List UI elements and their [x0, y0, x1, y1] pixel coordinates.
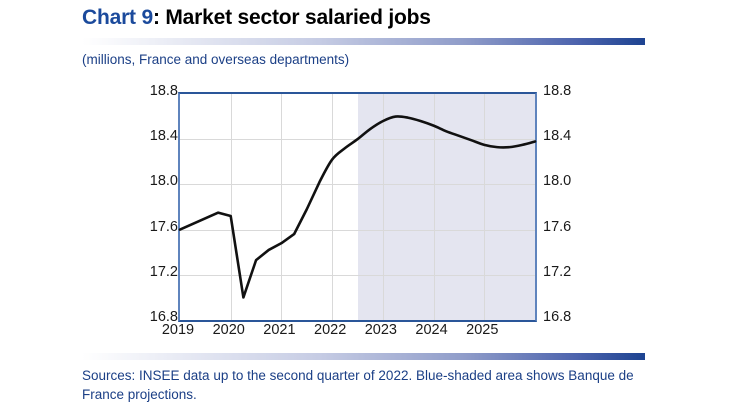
gridline-vertical	[484, 94, 486, 320]
x-axis-tick-label: 2022	[314, 322, 347, 338]
gridline-vertical	[230, 94, 232, 320]
y-axis-tick-label-right: 18.4	[543, 128, 572, 145]
chart-title-text: : Market sector salaried jobs	[152, 6, 431, 29]
plot-area	[178, 92, 537, 322]
gridline-horizontal	[180, 274, 535, 276]
chart-subtitle: (millions, France and overseas departmen…	[82, 52, 350, 67]
x-axis-tick-label: 2024	[415, 322, 448, 338]
x-axis-tick-label: 2025	[466, 322, 499, 338]
y-axis-tick-label-left: 18.4	[149, 128, 178, 145]
source-note: Sources: INSEE data up to the second qua…	[82, 368, 634, 402]
gridline-vertical	[332, 94, 334, 320]
y-axis-tick-label-left: 16.8	[149, 309, 178, 325]
x-axis-tick-label: 2023	[364, 322, 397, 338]
page-title: Chart 9: Market sector salaried jobs	[82, 6, 682, 36]
y-axis-tick-label-left: 18.0	[149, 173, 178, 190]
gridline-horizontal	[180, 184, 535, 186]
gridline-vertical	[382, 94, 384, 320]
y-axis-tick-label-right: 16.8	[543, 309, 572, 325]
gridline-horizontal	[180, 229, 535, 231]
x-axis-tick-label: 2019	[161, 322, 195, 338]
y-axis-tick-label-left: 17.6	[149, 218, 178, 235]
source-divider	[82, 353, 645, 360]
y-axis-tick-label-right: 17.6	[543, 218, 572, 235]
y-axis-tick-label-left: 18.8	[149, 83, 178, 99]
chart-number-label: Chart 9	[82, 6, 153, 29]
gridline-vertical	[281, 94, 283, 320]
y-axis-tick-label-right: 18.0	[543, 173, 572, 190]
y-axis-tick-label-right: 17.2	[543, 263, 572, 280]
y-axis-tick-label-left: 17.2	[149, 263, 178, 280]
series-line-chart	[178, 115, 537, 299]
x-axis-tick-label: 2021	[263, 322, 296, 338]
series-path-market-sector-salaried-jobs	[178, 115, 537, 299]
gridline-vertical	[433, 94, 435, 320]
title-divider-top	[82, 38, 645, 45]
y-axis-tick-label-right: 18.8	[543, 83, 572, 99]
x-axis-tick-label: 2020	[212, 322, 245, 338]
